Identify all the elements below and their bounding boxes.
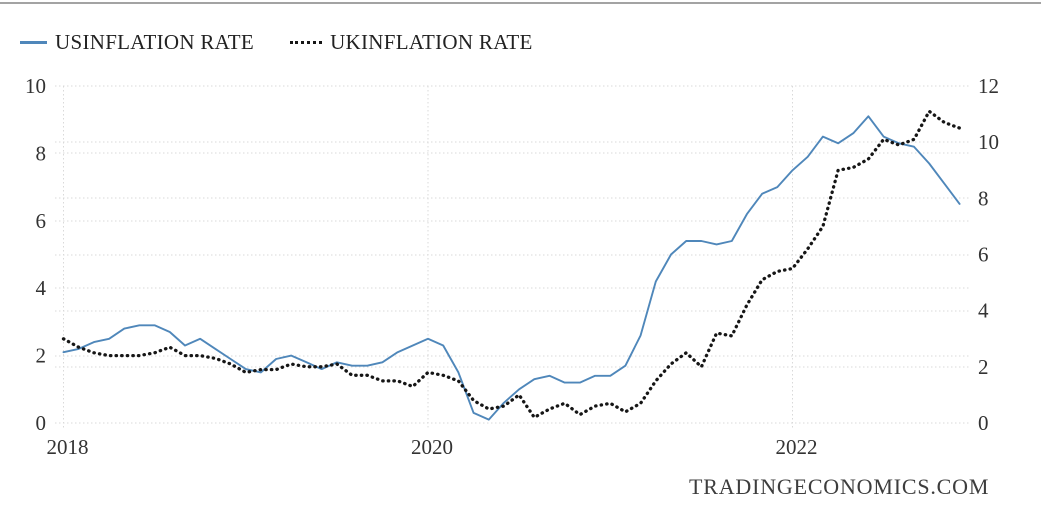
x-axis-tick-2022: 2022 bbox=[776, 435, 818, 459]
right-axis-tick-4: 4 bbox=[978, 299, 989, 323]
left-axis-tick-8: 8 bbox=[36, 141, 47, 165]
left-axis-tick-6: 6 bbox=[36, 209, 47, 233]
us-inflation-line bbox=[62, 115, 961, 421]
us-line-swatch-icon bbox=[20, 41, 47, 44]
left-axis-tick-0: 0 bbox=[36, 411, 47, 435]
chart-legend: USINFLATION RATE UKINFLATION RATE bbox=[20, 30, 533, 55]
legend-label-us: USINFLATION RATE bbox=[55, 30, 255, 54]
legend-label-uk: UKINFLATION RATE bbox=[330, 30, 533, 54]
right-axis-tick-2: 2 bbox=[978, 355, 989, 379]
x-axis-tick-2018: 2018 bbox=[47, 435, 89, 459]
left-axis-tick-10: 10 bbox=[25, 74, 46, 98]
right-axis-tick-12: 12 bbox=[978, 74, 999, 98]
right-axis-tick-8: 8 bbox=[978, 186, 989, 210]
x-axis-tick-2020: 2020 bbox=[411, 435, 453, 459]
left-axis-tick-2: 2 bbox=[36, 344, 47, 368]
right-axis-tick-0: 0 bbox=[978, 411, 989, 435]
right-axis-tick-10: 10 bbox=[978, 130, 999, 154]
uk-dotted-swatch-icon bbox=[290, 41, 323, 44]
left-axis-tick-4: 4 bbox=[36, 276, 47, 300]
legend-item-uk-inflation[interactable]: UKINFLATION RATE bbox=[290, 30, 533, 55]
legend-item-us-inflation[interactable]: USINFLATION RATE bbox=[20, 30, 254, 55]
top-border-line bbox=[0, 2, 1041, 4]
right-axis-tick-6: 6 bbox=[978, 243, 989, 267]
uk-inflation-line bbox=[61, 108, 962, 420]
tradingeconomics-watermark: TRADINGECONOMICS.COM bbox=[689, 474, 990, 499]
